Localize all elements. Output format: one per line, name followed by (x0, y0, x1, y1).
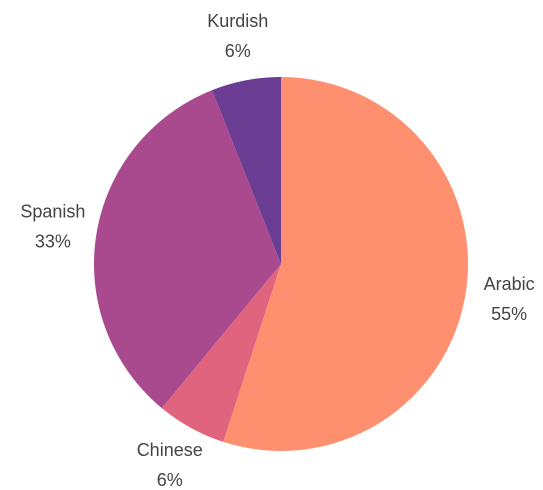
slice-value-label: 33% (35, 232, 71, 252)
slice-label: Arabic (484, 274, 535, 294)
slice-value-label: 6% (157, 470, 183, 490)
pie-slice (93, 90, 281, 409)
slice-label: Spanish (20, 202, 85, 222)
pie-slice (212, 77, 281, 264)
slice-label: Kurdish (207, 11, 268, 31)
pie-slice (161, 264, 281, 442)
slice-value-label: 55% (491, 304, 527, 324)
pie-slice (223, 77, 468, 451)
slice-value-label: 6% (225, 41, 251, 61)
slice-label: Chinese (137, 440, 203, 460)
